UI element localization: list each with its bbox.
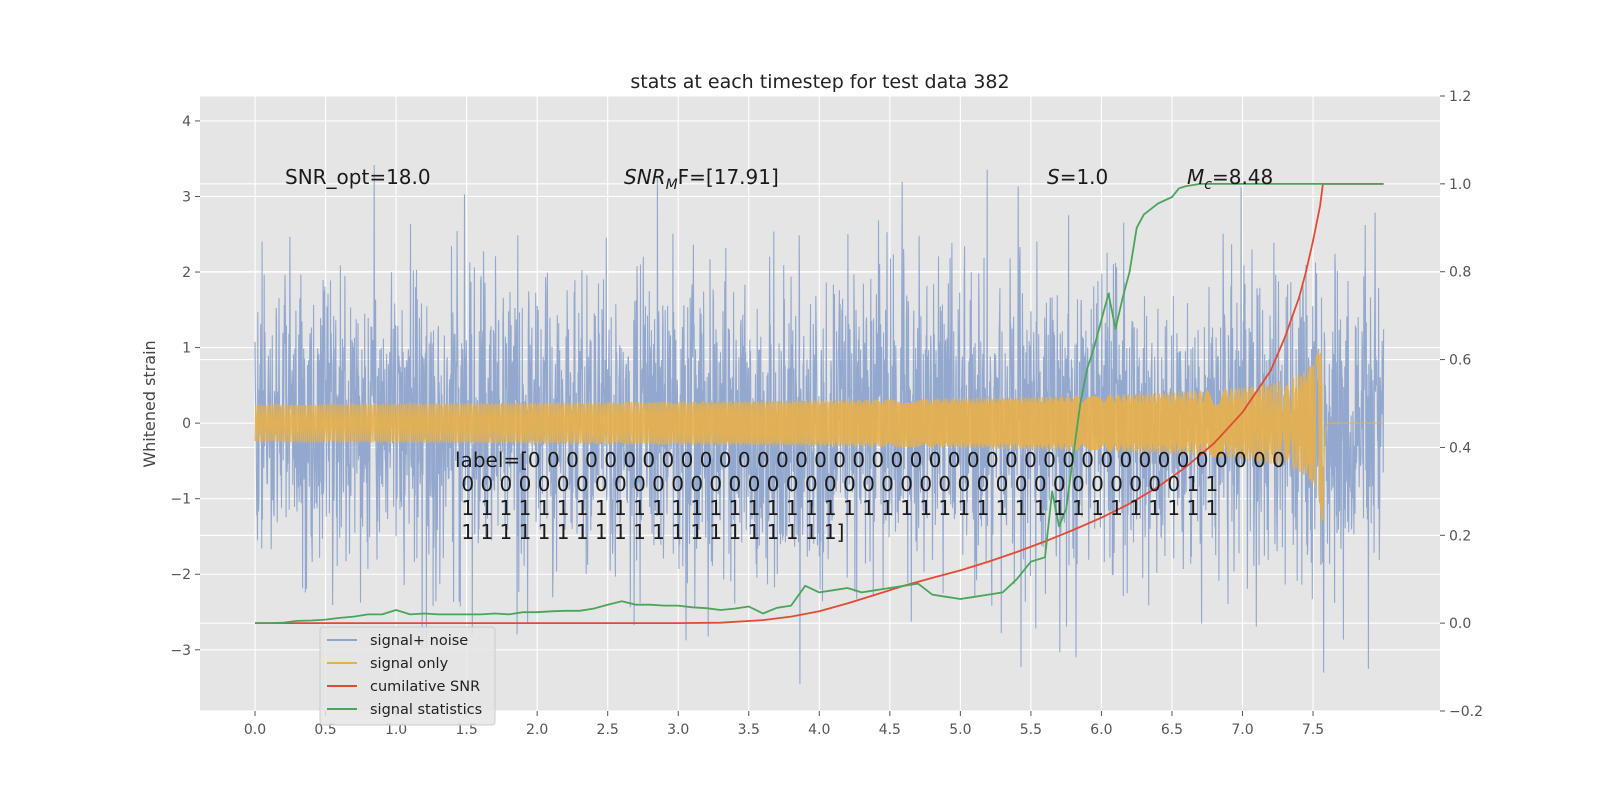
x-tick-label-14: 7.0 xyxy=(1231,722,1253,738)
legend-label-signal-statistics: signal statistics xyxy=(370,702,482,718)
annotation-s: S=1.0 xyxy=(1047,165,1108,189)
x-tick-label-11: 5.5 xyxy=(1020,722,1042,738)
x-tick-label-3: 1.5 xyxy=(455,722,477,738)
series-cumulative-snr xyxy=(255,183,1384,624)
annotation-s-symbol: S xyxy=(1047,165,1060,189)
y-tick-label-4: 1 xyxy=(182,341,191,357)
annotation-snr-opt: SNR_opt=18.0 xyxy=(285,165,431,189)
legend-label-cumulative-snr: cumilative SNR xyxy=(370,679,480,695)
x-tick-label-4: 2.0 xyxy=(526,722,548,738)
x-tick-label-7: 3.5 xyxy=(738,722,760,738)
annotation-label-line-1: label=[0 0 0 0 0 0 0 0 0 0 0 0 0 0 0 0 0… xyxy=(455,448,1285,472)
series-signal-statistics xyxy=(255,183,1384,624)
y2-tick-label-7: 1.2 xyxy=(1449,89,1471,105)
y2-tick-label-1: 0.0 xyxy=(1449,616,1471,632)
x-tick-label-0: 0.0 xyxy=(244,722,266,738)
y-tick-label-7: 4 xyxy=(182,114,191,130)
x-axis: 0.0 0.5 1.0 1.5 2.0 2.5 3.0 3.5 4.0 4.5 5.0 5.5 6.0 6… xyxy=(244,711,1324,738)
series-layer xyxy=(254,164,1385,684)
y2-tick-label-5: 0.8 xyxy=(1449,265,1471,281)
y2-tick-label-0: −0.2 xyxy=(1449,704,1483,720)
y-tick-label-2: −1 xyxy=(170,492,191,508)
x-tick-label-15: 7.5 xyxy=(1302,722,1324,738)
annotation-snr-mf: SNRMF=[17.91] xyxy=(624,165,779,193)
x-tick-label-13: 6.5 xyxy=(1161,722,1183,738)
y-tick-label-1: −2 xyxy=(170,567,191,583)
legend: signal+ noise signal only cumilative SNR… xyxy=(319,626,496,726)
annotation-mc-sub: c xyxy=(1204,177,1212,193)
y2-tick-label-3: 0.4 xyxy=(1449,440,1471,456)
y2-tick-label-4: 0.6 xyxy=(1449,353,1471,369)
x-tick-label-12: 6.0 xyxy=(1090,722,1112,738)
annotation-mc: Mc=8.48 xyxy=(1187,165,1273,193)
annotation-mc-symbol: M xyxy=(1187,165,1204,189)
x-tick-label-5: 2.5 xyxy=(597,722,619,738)
annotation-label-line-2: 0 0 0 0 0 0 0 0 0 0 0 0 0 0 0 0 0 0 0 0 … xyxy=(455,472,1218,496)
legend-label-signal-noise: signal+ noise xyxy=(370,633,468,649)
annotation-snr-mf-sub: M xyxy=(666,177,678,193)
y2-tick-label-6: 1.0 xyxy=(1449,177,1471,193)
legend-label-signal-only: signal only xyxy=(370,656,449,672)
x-tick-label-10: 5.0 xyxy=(949,722,971,738)
annotation-label-line-4: 1 1 1 1 1 1 1 1 1 1 1 1 1 1 1 1 1 1 1 1] xyxy=(455,520,844,544)
y2-tick-label-2: 0.2 xyxy=(1449,528,1471,544)
y-tick-label-6: 3 xyxy=(182,189,191,205)
series-signal-only xyxy=(254,349,1384,524)
annotation-label-line-3: 1 1 1 1 1 1 1 1 1 1 1 1 1 1 1 1 1 1 1 1 … xyxy=(455,496,1218,520)
y-tick-label-5: 2 xyxy=(182,265,191,281)
annotation-snr-mf-main: SNR xyxy=(624,165,666,189)
y-axis-right: −0.2 0.0 0.2 0.4 0.6 0.8 1.0 1.2 xyxy=(1440,89,1483,720)
x-tick-label-8: 4.0 xyxy=(808,722,830,738)
x-tick-label-6: 3.0 xyxy=(667,722,689,738)
legend-box xyxy=(319,626,496,726)
x-tick-label-9: 4.5 xyxy=(879,722,901,738)
x-tick-label-1: 0.5 xyxy=(314,722,336,738)
y-axis-label: Whitened strain xyxy=(140,340,159,467)
annotation-label: label=[0 0 0 0 0 0 0 0 0 0 0 0 0 0 0 0 0… xyxy=(455,448,1285,544)
y-tick-label-3: 0 xyxy=(182,416,191,432)
x-tick-label-2: 1.0 xyxy=(385,722,407,738)
chart-title: stats at each timestep for test data 382 xyxy=(630,71,1009,93)
y-axis-left: −3 −2 −1 0 1 2 3 4 xyxy=(170,114,200,659)
y-tick-label-0: −3 xyxy=(170,643,191,659)
annotation-s-value: =1.0 xyxy=(1060,165,1109,189)
annotation-snr-mf-rest: F=[17.91] xyxy=(678,165,779,189)
annotation-mc-value: =8.48 xyxy=(1212,165,1273,189)
